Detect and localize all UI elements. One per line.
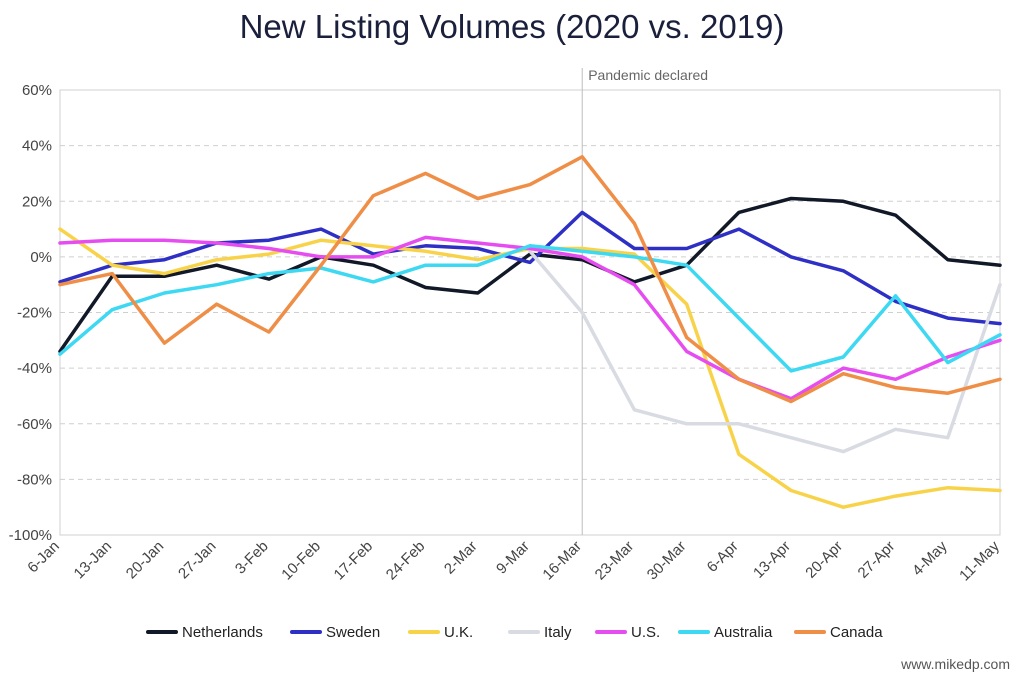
series-line <box>58 244 1002 373</box>
legend-item: U.S. <box>595 624 660 641</box>
x-axis-ticks: 6-Jan 13-Jan 20-Jan 27-Jan 3-Feb 10-Feb 17-Feb… <box>24 537 1003 584</box>
series-australia <box>58 244 1002 373</box>
legend-item: Australia <box>678 624 773 641</box>
series-canada <box>58 155 1002 404</box>
x-tick-label: 27-Jan <box>175 538 219 582</box>
x-tick-label: 23-Mar <box>592 538 638 584</box>
legend-item: Italy <box>508 624 572 641</box>
x-tick-label: 13-Jan <box>71 538 115 582</box>
legend-label: Sweden <box>326 624 380 641</box>
x-tick-label: 3-Feb <box>232 538 272 578</box>
series-u-s <box>58 235 1002 401</box>
x-tick-label: 30-Mar <box>644 538 690 584</box>
series-netherlands <box>58 196 1002 354</box>
y-tick-label: -20% <box>17 305 52 322</box>
x-tick-label: 24-Feb <box>383 538 429 584</box>
legend: Netherlands Sweden U.K. Italy U.S. Australia C… <box>146 624 883 641</box>
x-tick-label: 17-Feb <box>331 538 377 584</box>
x-tick-label: 4-May <box>909 537 951 579</box>
series-line <box>58 196 1002 354</box>
series-italy <box>528 249 1002 454</box>
credit-text: www.mikedp.com <box>901 656 1010 672</box>
legend-item: Netherlands <box>146 624 263 641</box>
series-line <box>58 155 1002 404</box>
legend-item: Sweden <box>290 624 380 641</box>
x-tick-label: 20-Apr <box>802 538 846 582</box>
legend-item: U.K. <box>408 624 473 641</box>
legend-label: U.S. <box>631 624 660 641</box>
y-tick-label: -60% <box>17 416 52 433</box>
grid-lines <box>60 145 1000 480</box>
x-tick-label: 16-Mar <box>539 538 585 584</box>
y-axis-ticks: 60% 40% 20% 0% -20% -40% -60% -80% -100% <box>9 82 52 544</box>
series-line <box>528 249 1002 454</box>
x-tick-label: 13-Apr <box>750 538 794 582</box>
legend-item: Canada <box>794 624 883 641</box>
legend-label: Australia <box>714 624 773 641</box>
y-tick-label: -40% <box>17 360 52 377</box>
y-tick-label: 60% <box>22 82 52 99</box>
legend-label: U.K. <box>444 624 473 641</box>
y-tick-label: -80% <box>17 471 52 488</box>
series-line <box>58 235 1002 401</box>
legend-label: Italy <box>544 624 572 641</box>
legend-label: Netherlands <box>182 624 263 641</box>
chart-title: New Listing Volumes (2020 vs. 2019) <box>239 8 785 45</box>
pandemic-annotation: Pandemic declared <box>581 67 708 535</box>
pandemic-label: Pandemic declared <box>588 67 708 83</box>
x-tick-label: 11-May <box>956 537 1003 584</box>
legend-label: Canada <box>830 624 883 641</box>
x-tick-label: 10-Feb <box>278 538 324 584</box>
y-tick-label: 20% <box>22 193 52 210</box>
x-tick-label: 20-Jan <box>123 538 167 582</box>
x-tick-label: 6-Apr <box>704 538 742 576</box>
x-tick-label: 2-Mar <box>441 538 481 578</box>
y-tick-label: 0% <box>30 249 52 266</box>
y-tick-label: -100% <box>9 527 52 544</box>
y-tick-label: 40% <box>22 138 52 155</box>
series-lines <box>58 155 1002 509</box>
x-tick-label: 9-Mar <box>493 538 533 578</box>
x-tick-label: 27-Apr <box>855 538 899 582</box>
